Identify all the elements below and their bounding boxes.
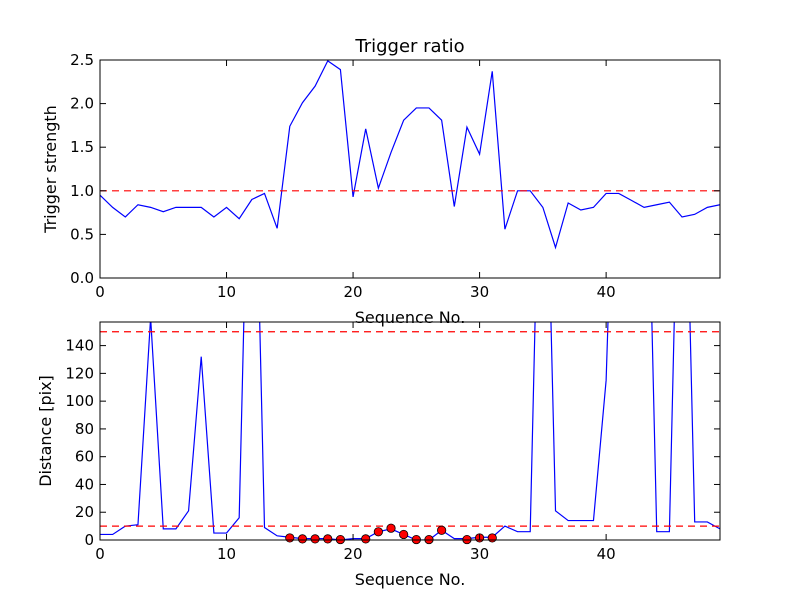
- top-y-tick-label: 1.5: [70, 138, 94, 156]
- bottom-subplot: 0 10 20 30 40 0 20 40 60 80 100 120 140 Sequence No.…: [36, 321, 721, 589]
- bottom-marker-point: [323, 534, 333, 544]
- bottom-marker-point: [310, 534, 320, 544]
- bottom-marker-point: [399, 529, 409, 540]
- bottom-plot-frame: [99, 321, 721, 541]
- bottom-marker-point: [297, 534, 308, 544]
- top-plot-frame: [99, 59, 721, 279]
- top-y-axis-label: Trigger strength: [41, 105, 60, 234]
- top-x-tick-label: 20: [344, 283, 363, 301]
- top-y-tick-label: 2.5: [70, 51, 94, 69]
- top-x-tick-label: 10: [217, 283, 236, 301]
- bottom-y-tick-label: 140: [65, 337, 94, 355]
- top-x-axis-label: Sequence No.: [355, 308, 466, 327]
- bottom-y-tick-label: 60: [75, 448, 94, 466]
- top-plot-area: 0 10 20 30 40 0.0 0.5 1.0 1.5 2.0 2.5: [70, 51, 721, 301]
- bottom-x-tick-label: 30: [470, 545, 489, 563]
- top-x-tick-label: 0: [95, 283, 105, 301]
- bottom-x-tick-label: 40: [597, 545, 616, 563]
- bottom-plot-area: 0 10 20 30 40 0 20 40 60 80 100 120 140: [65, 321, 721, 563]
- bottom-y-tick-label: 40: [75, 475, 94, 493]
- bottom-x-tick-label: 20: [344, 545, 363, 563]
- bottom-y-tick-label: 0: [84, 531, 94, 549]
- bottom-y-tick-label: 80: [75, 420, 94, 438]
- top-subplot: 0 10 20 30 40 0.0 0.5 1.0 1.5 2.0 2.5 Trigger rati…: [41, 36, 721, 327]
- top-y-tick-label: 1.0: [70, 182, 94, 200]
- bottom-y-tick-label: 120: [65, 364, 94, 382]
- bottom-marker-point: [386, 523, 396, 533]
- top-y-tick-label: 0.0: [70, 269, 94, 287]
- top-y-tick-label: 0.5: [70, 225, 94, 243]
- top-y-tick-label: 2.0: [70, 95, 94, 113]
- bottom-marker-point: [361, 534, 371, 544]
- bottom-y-tick-label: 20: [75, 503, 94, 521]
- bottom-marker-point: [437, 525, 447, 535]
- bottom-series-layer: [100, 322, 720, 540]
- bottom-y-axis-label: Distance [pix]: [36, 375, 55, 487]
- top-series-line-0: [100, 60, 720, 250]
- bottom-marker-point: [285, 533, 295, 543]
- bottom-marker-point: [487, 533, 497, 543]
- top-chart-title: Trigger ratio: [354, 36, 464, 57]
- bottom-series-line-0: [100, 322, 720, 540]
- top-x-tick-label: 40: [597, 283, 616, 301]
- bottom-y-tick-label: 100: [65, 392, 94, 410]
- bottom-x-axis-label: Sequence No.: [355, 570, 466, 589]
- bottom-x-tick-label: 10: [217, 545, 236, 563]
- bottom-x-tick-label: 0: [95, 545, 105, 563]
- top-series-layer: [100, 60, 720, 250]
- top-x-tick-label: 30: [470, 283, 489, 301]
- bottom-marker-point: [373, 527, 383, 537]
